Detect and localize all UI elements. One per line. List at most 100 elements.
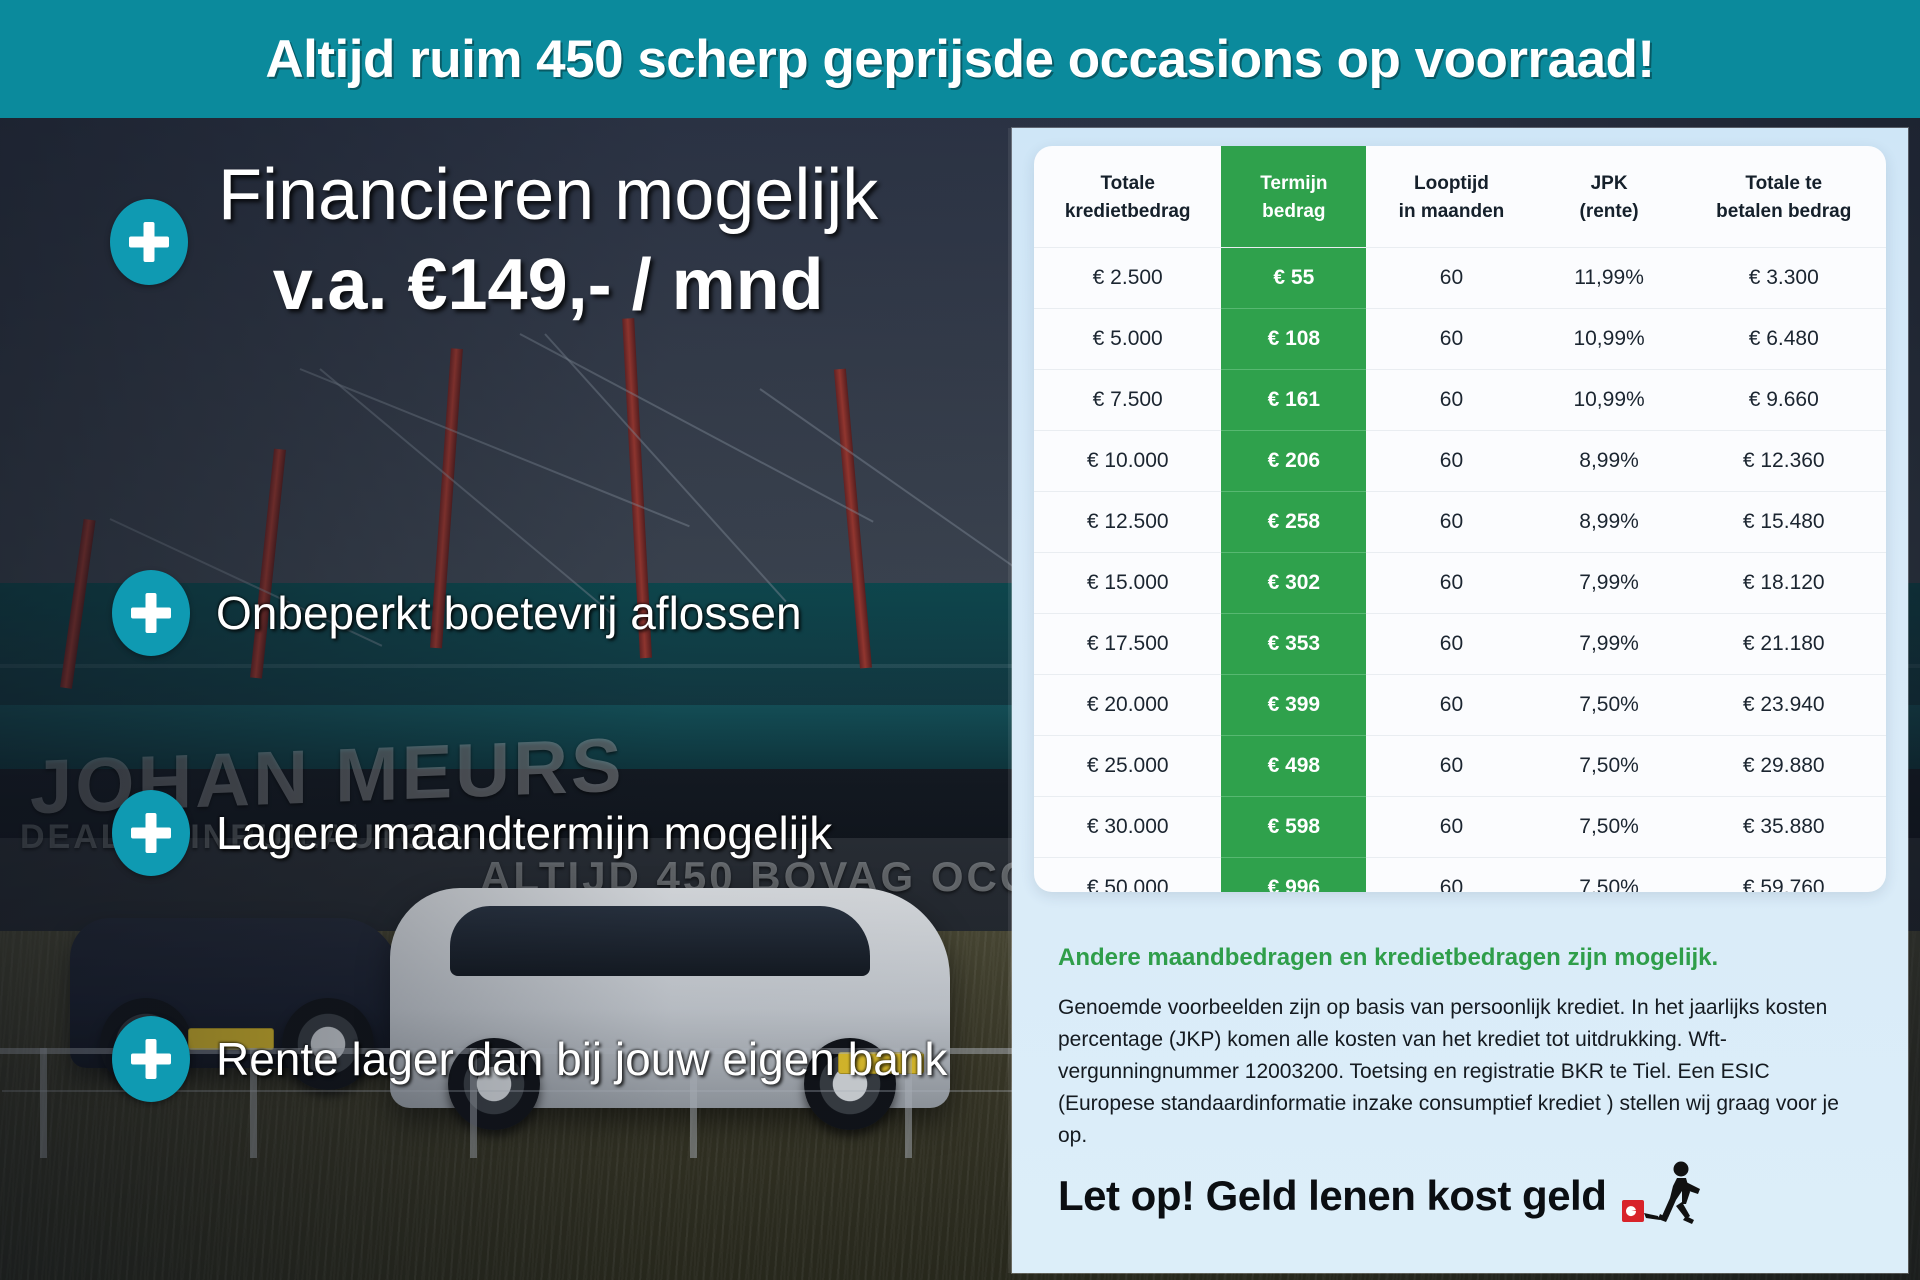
cell-looptijd: 60 [1366,796,1537,858]
panel-edge [1008,128,1013,1273]
col-header-termijn-bedrag: Termijn bedrag [1221,146,1367,248]
table-row: € 25.000 € 498 60 7,50% € 29.880 [1034,735,1886,797]
cell-jpk: 7,50% [1536,796,1682,858]
col-header-line1: JPK [1590,173,1628,194]
cell-kredietbedrag: € 10.000 [1034,430,1222,492]
cell-kredietbedrag: € 15.000 [1034,552,1222,614]
rate-table-header-row: Totale kredietbedrag Termijn bedrag Loop… [1034,146,1886,248]
credit-warning-text: Let op! Geld lenen kost geld [1058,1172,1607,1219]
cell-termijnbedrag: € 996 [1221,857,1367,892]
cell-kredietbedrag: € 17.500 [1034,613,1222,675]
cell-termijnbedrag: € 498 [1221,735,1367,797]
rate-table-head: Totale kredietbedrag Termijn bedrag Loop… [1034,146,1886,248]
cell-jpk: 7,99% [1536,613,1682,675]
promo-banner-text: Altijd ruim 450 scherp geprijsde occasio… [265,29,1655,89]
cell-totaal: € 59.760 [1681,857,1886,892]
col-header-line1: Termijn [1260,173,1328,194]
cell-totaal: € 23.940 [1681,674,1886,736]
cell-termijnbedrag: € 258 [1221,491,1367,553]
table-row: € 50.000 € 996 60 7,50% € 59.760 [1034,857,1886,892]
afm-walking-man-icon [1622,1161,1701,1224]
table-row: € 5.000 € 108 60 10,99% € 6.480 [1034,308,1886,370]
feature-label: Onbeperkt boetevrij aflossen [216,587,802,639]
disclaimer-body: Genoemde voorbeelden zijn op basis van p… [1058,996,1839,1147]
cell-totaal: € 18.120 [1681,552,1886,614]
cell-jpk: 7,50% [1536,674,1682,736]
cell-totaal: € 21.180 [1681,613,1886,675]
col-header-line2: betalen bedrag [1716,200,1852,222]
cell-termijnbedrag: € 161 [1221,369,1367,431]
cell-totaal: € 12.360 [1681,430,1886,492]
cell-termijnbedrag: € 353 [1221,613,1367,675]
cell-termijnbedrag: € 399 [1221,674,1367,736]
cell-kredietbedrag: € 30.000 [1034,796,1222,858]
cell-totaal: € 29.880 [1681,735,1886,797]
cell-looptijd: 60 [1366,552,1537,614]
table-row: € 17.500 € 353 60 7,99% € 21.180 [1034,613,1886,675]
credit-warning: Let op! Geld lenen kost geld [1058,1160,1870,1232]
feature-list: Financieren mogelijk v.a. €149,- / mnd O… [0,118,1020,1280]
table-row: € 12.500 € 258 60 8,99% € 15.480 [1034,491,1886,553]
cell-kredietbedrag: € 5.000 [1034,308,1222,370]
cell-jpk: 8,99% [1536,430,1682,492]
table-row: € 2.500 € 55 60 11,99% € 3.300 [1034,247,1886,309]
cell-kredietbedrag: € 7.500 [1034,369,1222,431]
rate-table-card: Totale kredietbedrag Termijn bedrag Loop… [1034,146,1886,892]
cell-jpk: 7,99% [1536,552,1682,614]
hero-headline-line2: v.a. €149,- / mnd [272,244,824,325]
cell-jpk: 10,99% [1536,308,1682,370]
cell-looptijd: 60 [1366,491,1537,553]
hero-headline-block: Financieren mogelijk v.a. €149,- / mnd [110,155,879,326]
cell-totaal: € 6.480 [1681,308,1886,370]
table-row: € 10.000 € 206 60 8,99% € 12.360 [1034,430,1886,492]
rate-table: Totale kredietbedrag Termijn bedrag Loop… [1034,146,1886,892]
disclaimer-block: Andere maandbedragen en kredietbedragen … [1058,944,1870,1152]
cell-jpk: 10,99% [1536,369,1682,431]
col-header-line2: (rente) [1579,200,1639,222]
plus-icon [112,1016,190,1102]
cell-jpk: 7,50% [1536,735,1682,797]
table-row: € 7.500 € 161 60 10,99% € 9.660 [1034,369,1886,431]
col-header-line1: Looptijd [1414,173,1489,194]
cell-looptijd: 60 [1366,369,1537,431]
col-header-line2: bedrag [1262,200,1326,222]
col-header-line2: kredietbedrag [1064,200,1191,222]
cell-kredietbedrag: € 25.000 [1034,735,1222,797]
cell-jpk: 11,99% [1536,247,1682,309]
feature-item-2: Rente lager dan bij jouw eigen bank [112,1016,947,1102]
promo-banner: Altijd ruim 450 scherp geprijsde occasio… [0,0,1920,118]
cell-termijnbedrag: € 108 [1221,308,1367,370]
hero-headline-line1: Financieren mogelijk [218,155,879,235]
cell-termijnbedrag: € 302 [1221,552,1367,614]
cell-totaal: € 15.480 [1681,491,1886,553]
cell-looptijd: 60 [1366,308,1537,370]
cell-looptijd: 60 [1366,247,1537,309]
cell-looptijd: 60 [1366,674,1537,736]
cell-termijnbedrag: € 206 [1221,430,1367,492]
plus-icon [112,570,190,656]
col-header-looptijd: Looptijd in maanden [1366,146,1536,248]
cell-looptijd: 60 [1366,613,1537,675]
cell-looptijd: 60 [1366,735,1537,797]
finance-panel: Totale kredietbedrag Termijn bedrag Loop… [1012,128,1908,1273]
feature-label: Lagere maandtermijn mogelijk [216,807,833,859]
rate-table-body: € 2.500 € 55 60 11,99% € 3.300 € 5.000 €… [1034,247,1886,892]
table-row: € 30.000 € 598 60 7,50% € 35.880 [1034,796,1886,858]
cell-jpk: 8,99% [1536,491,1682,553]
col-header-jpk: JPK (rente) [1537,146,1682,248]
col-header-line1: Totale [1100,173,1155,194]
cell-kredietbedrag: € 50.000 [1034,857,1222,892]
cell-looptijd: 60 [1366,857,1537,892]
col-header-line1: Totale te [1745,173,1823,194]
table-row: € 15.000 € 302 60 7,99% € 18.120 [1034,552,1886,614]
plus-icon [112,790,190,876]
feature-label: Rente lager dan bij jouw eigen bank [216,1033,948,1085]
cell-termijnbedrag: € 598 [1221,796,1367,858]
cell-looptijd: 60 [1366,430,1537,492]
disclaimer-title: Andere maandbedragen en kredietbedragen … [1058,944,1719,971]
table-row: € 20.000 € 399 60 7,50% € 23.940 [1034,674,1886,736]
col-header-totale-kredietbedrag: Totale kredietbedrag [1034,146,1221,248]
feature-item-1: Lagere maandtermijn mogelijk [112,790,832,876]
feature-item-0: Onbeperkt boetevrij aflossen [112,570,802,656]
cell-kredietbedrag: € 2.500 [1034,247,1222,309]
